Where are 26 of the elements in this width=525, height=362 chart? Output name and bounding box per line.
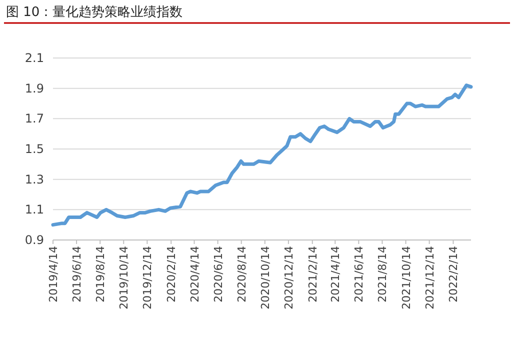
y-tick-label: 1.7 (24, 112, 44, 126)
y-tick-label: 1.5 (24, 142, 44, 156)
y-tick-label: 1.1 (24, 202, 44, 217)
y-tick-label: 0.9 (24, 233, 44, 247)
x-tick-label: 2020/8/14 (235, 246, 248, 302)
x-tick-label: 2021/6/14 (352, 246, 366, 302)
x-tick-label: 2019/6/14 (70, 246, 84, 302)
x-tick-label: 2020/10/14 (258, 246, 272, 310)
x-tick-label: 2019/8/14 (94, 246, 108, 302)
y-tick-label: 1.9 (24, 81, 44, 96)
x-tick-label: 2019/12/14 (141, 246, 154, 310)
x-tick-label: 2019/4/14 (47, 246, 60, 302)
x-tick-label: 2022/2/14 (447, 246, 460, 302)
y-tick-label: 2.1 (24, 51, 44, 65)
y-tick-label: 1.3 (24, 172, 44, 186)
x-tick-label: 2021/8/14 (376, 246, 390, 302)
x-tick-label: 2019/10/14 (118, 246, 131, 310)
x-tick-label: 2020/4/14 (188, 246, 202, 302)
title: 图 10：量化趋势策略业绩指数 (6, 5, 183, 20)
x-tick-label: 2020/12/14 (282, 246, 296, 310)
x-tick-label: 2020/6/14 (212, 246, 225, 302)
x-tick-label: 2020/2/14 (165, 246, 178, 302)
x-tick-label: 2021/2/14 (306, 246, 320, 302)
x-tick-label: 2021/12/14 (423, 246, 436, 310)
x-tick-label: 2021/10/14 (400, 246, 413, 310)
x-tick-label: 2021/4/14 (329, 246, 342, 302)
